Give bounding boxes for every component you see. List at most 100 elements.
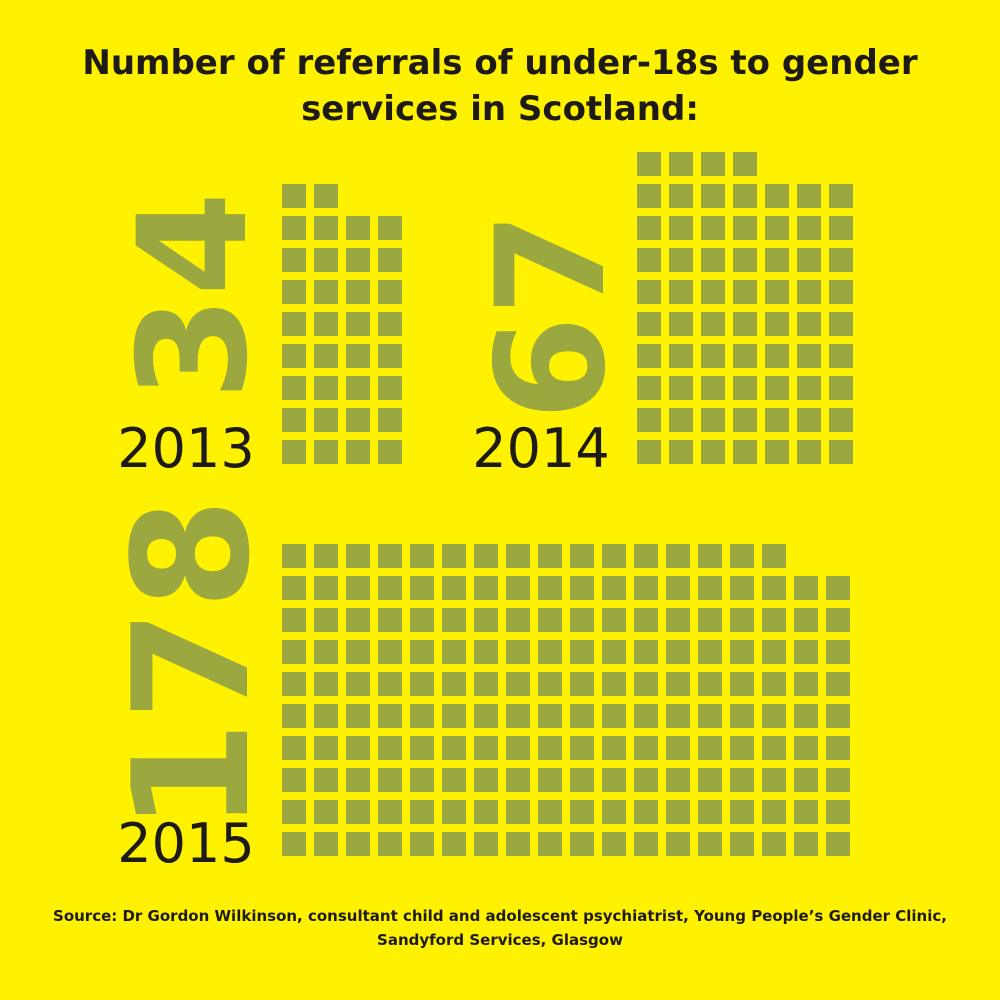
referral-square — [634, 576, 658, 600]
referral-square — [794, 576, 818, 600]
referral-square — [669, 280, 693, 304]
referral-square — [314, 248, 338, 272]
referral-square — [282, 184, 306, 208]
referral-square — [410, 832, 434, 856]
referral-square — [765, 312, 789, 336]
referral-square — [346, 576, 370, 600]
referral-square — [570, 608, 594, 632]
referral-square — [538, 608, 562, 632]
referral-square — [314, 440, 338, 464]
referral-square — [762, 672, 786, 696]
referral-square — [762, 832, 786, 856]
referral-square — [669, 216, 693, 240]
referral-square — [634, 800, 658, 824]
referral-square — [733, 344, 757, 368]
referral-square — [378, 608, 402, 632]
referral-square — [378, 768, 402, 792]
referral-square — [442, 544, 466, 568]
referral-square — [634, 736, 658, 760]
referral-square — [346, 440, 370, 464]
referral-square — [474, 736, 498, 760]
referral-square — [602, 576, 626, 600]
referral-square — [637, 248, 661, 272]
referral-square — [666, 672, 690, 696]
waffle-panel-2013: 34 2013 — [107, 184, 402, 480]
referral-square — [410, 640, 434, 664]
referral-square — [570, 736, 594, 760]
referral-square — [506, 768, 530, 792]
referral-square — [698, 704, 722, 728]
referral-square — [826, 832, 850, 856]
referral-square — [637, 344, 661, 368]
referral-square — [829, 376, 853, 400]
referral-square — [730, 640, 754, 664]
referral-square — [506, 800, 530, 824]
referral-square — [602, 768, 626, 792]
referral-square — [474, 832, 498, 856]
referral-square — [730, 736, 754, 760]
referral-square — [346, 408, 370, 432]
referral-square — [314, 184, 338, 208]
referral-square — [602, 832, 626, 856]
referral-square — [637, 408, 661, 432]
referral-square — [634, 832, 658, 856]
referral-square — [698, 768, 722, 792]
referral-square — [698, 672, 722, 696]
referral-square — [701, 312, 725, 336]
referral-square — [410, 704, 434, 728]
referral-square — [634, 672, 658, 696]
referral-square — [762, 640, 786, 664]
referral-square — [829, 408, 853, 432]
referral-square — [634, 704, 658, 728]
referral-square — [698, 544, 722, 568]
referral-square — [797, 344, 821, 368]
count-label-2014: 67 — [465, 212, 639, 421]
referral-square — [314, 832, 338, 856]
referral-square — [602, 704, 626, 728]
referral-square — [762, 800, 786, 824]
referral-square — [506, 608, 530, 632]
referral-square — [570, 672, 594, 696]
count-label-2013: 34 — [107, 192, 281, 401]
referral-square — [669, 376, 693, 400]
referral-square — [442, 800, 466, 824]
referral-square — [669, 152, 693, 176]
referral-square — [474, 544, 498, 568]
referral-square — [826, 672, 850, 696]
referral-square — [669, 248, 693, 272]
referral-square — [282, 832, 306, 856]
referral-square — [794, 800, 818, 824]
referral-square — [570, 576, 594, 600]
referral-square — [701, 440, 725, 464]
referral-square — [314, 344, 338, 368]
referral-square — [378, 248, 402, 272]
referral-square — [765, 216, 789, 240]
referral-square — [282, 800, 306, 824]
referral-square — [346, 640, 370, 664]
referral-square — [282, 408, 306, 432]
referral-square — [346, 376, 370, 400]
referral-square — [378, 672, 402, 696]
referral-square — [346, 608, 370, 632]
referral-square — [538, 576, 562, 600]
referral-square — [282, 608, 306, 632]
referral-square — [794, 704, 818, 728]
referral-square — [314, 376, 338, 400]
referral-square — [378, 544, 402, 568]
referral-square — [826, 800, 850, 824]
referral-square — [698, 640, 722, 664]
referral-square — [669, 408, 693, 432]
referral-square — [701, 376, 725, 400]
referral-square — [797, 440, 821, 464]
year-label-2013: 2013 — [117, 417, 254, 480]
referral-square — [506, 544, 530, 568]
count-label-2015: 178 — [98, 498, 285, 832]
referral-square — [410, 608, 434, 632]
referral-square — [442, 704, 466, 728]
referral-square — [378, 800, 402, 824]
referral-square — [570, 832, 594, 856]
referral-square — [314, 280, 338, 304]
